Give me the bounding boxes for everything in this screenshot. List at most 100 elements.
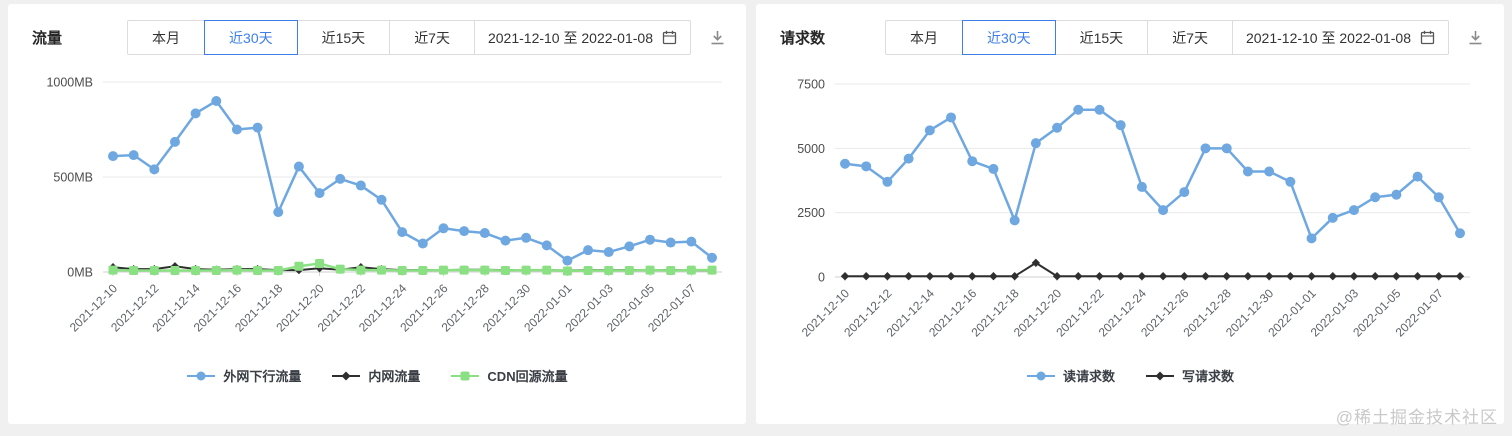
data-point[interactable] — [211, 96, 222, 106]
legend-item[interactable]: 写请求数 — [1145, 366, 1234, 385]
data-point[interactable] — [925, 272, 935, 281]
data-point[interactable] — [417, 238, 428, 249]
data-point[interactable] — [1370, 272, 1380, 281]
data-point[interactable] — [603, 247, 614, 258]
data-point[interactable] — [500, 235, 511, 246]
data-point[interactable] — [169, 136, 180, 147]
data-point[interactable] — [583, 245, 594, 256]
data-point[interactable] — [253, 265, 263, 275]
data-point[interactable] — [190, 108, 201, 119]
data-point[interactable] — [232, 265, 242, 275]
legend-item[interactable]: CDN回源流量 — [450, 366, 568, 385]
data-point[interactable] — [1200, 143, 1211, 154]
data-point[interactable] — [500, 265, 510, 275]
data-point[interactable] — [1094, 104, 1105, 115]
data-point[interactable] — [1052, 272, 1062, 281]
data-point[interactable] — [315, 258, 325, 268]
data-point[interactable] — [293, 161, 304, 172]
data-point[interactable] — [1201, 272, 1210, 281]
data-point[interactable] — [1413, 272, 1422, 281]
data-point[interactable] — [542, 265, 552, 275]
data-point[interactable] — [1412, 171, 1423, 182]
data-point[interactable] — [108, 151, 118, 162]
data-point[interactable] — [645, 234, 656, 245]
data-point[interactable] — [273, 265, 283, 275]
download-button[interactable] — [1467, 29, 1484, 46]
data-point[interactable] — [1179, 187, 1190, 198]
data-point[interactable] — [1391, 189, 1402, 200]
data-point[interactable] — [1031, 258, 1041, 268]
data-point[interactable] — [1221, 143, 1232, 154]
series-读请求数[interactable] — [840, 104, 1465, 244]
data-point[interactable] — [665, 237, 676, 248]
data-point[interactable] — [377, 265, 387, 275]
data-point[interactable] — [480, 265, 490, 275]
data-point[interactable] — [882, 176, 893, 187]
range-button-this-month[interactable]: 本月 — [885, 20, 964, 55]
legend-item[interactable]: 外网下行流量 — [186, 366, 301, 385]
data-point[interactable] — [988, 163, 999, 174]
data-point[interactable] — [666, 265, 676, 275]
legend-item[interactable]: 读请求数 — [1026, 366, 1115, 385]
data-point[interactable] — [686, 265, 696, 275]
data-point[interactable] — [583, 265, 593, 275]
data-point[interactable] — [459, 265, 469, 275]
data-point[interactable] — [1286, 272, 1295, 281]
date-range-picker[interactable]: 2021-12-10 至 2022-01-08 — [1231, 20, 1449, 55]
data-point[interactable] — [1349, 272, 1359, 281]
data-point[interactable] — [989, 272, 998, 281]
data-point[interactable] — [1243, 272, 1253, 281]
series-CDN回源流量[interactable] — [108, 258, 717, 276]
data-point[interactable] — [1433, 192, 1444, 203]
data-point[interactable] — [521, 232, 532, 243]
data-point[interactable] — [170, 265, 180, 275]
data-point[interactable] — [294, 261, 304, 271]
data-point[interactable] — [252, 122, 263, 133]
range-button-7d[interactable]: 近7天 — [1147, 20, 1233, 55]
data-point[interactable] — [1116, 272, 1125, 281]
data-point[interactable] — [356, 265, 366, 275]
data-point[interactable] — [335, 264, 345, 274]
data-point[interactable] — [1052, 122, 1063, 133]
data-point[interactable] — [1137, 272, 1147, 281]
range-button-30d[interactable]: 近30天 — [962, 20, 1056, 55]
data-point[interactable] — [355, 180, 366, 191]
data-point[interactable] — [191, 265, 201, 275]
data-point[interactable] — [645, 265, 655, 275]
data-point[interactable] — [1327, 212, 1338, 223]
data-point[interactable] — [946, 272, 956, 281]
data-point[interactable] — [1434, 272, 1443, 281]
data-point[interactable] — [1242, 166, 1253, 177]
data-point[interactable] — [128, 150, 139, 161]
range-button-15d[interactable]: 近15天 — [1054, 20, 1149, 55]
legend-item[interactable]: 内网流量 — [331, 366, 420, 385]
data-point[interactable] — [840, 272, 850, 281]
data-point[interactable] — [129, 265, 139, 275]
data-point[interactable] — [1095, 272, 1104, 281]
data-point[interactable] — [418, 265, 428, 275]
data-point[interactable] — [707, 252, 717, 263]
data-point[interactable] — [903, 153, 914, 164]
data-point[interactable] — [479, 228, 490, 239]
data-point[interactable] — [149, 164, 160, 175]
series-外网下行流量[interactable] — [108, 96, 717, 266]
data-point[interactable] — [707, 265, 717, 275]
data-point[interactable] — [562, 266, 572, 276]
download-button[interactable] — [709, 29, 726, 46]
range-button-30d[interactable]: 近30天 — [204, 20, 298, 55]
data-point[interactable] — [624, 241, 635, 252]
data-point[interactable] — [335, 173, 346, 184]
data-point[interactable] — [108, 265, 118, 275]
data-point[interactable] — [861, 161, 872, 172]
data-point[interactable] — [840, 158, 850, 169]
data-point[interactable] — [1306, 233, 1317, 244]
data-point[interactable] — [521, 265, 531, 275]
data-point[interactable] — [946, 112, 957, 123]
data-point[interactable] — [1136, 181, 1147, 192]
data-point[interactable] — [1285, 176, 1296, 187]
data-point[interactable] — [862, 272, 871, 281]
data-point[interactable] — [904, 272, 913, 281]
data-point[interactable] — [1392, 272, 1401, 281]
data-point[interactable] — [1348, 205, 1359, 216]
data-point[interactable] — [1264, 272, 1274, 281]
